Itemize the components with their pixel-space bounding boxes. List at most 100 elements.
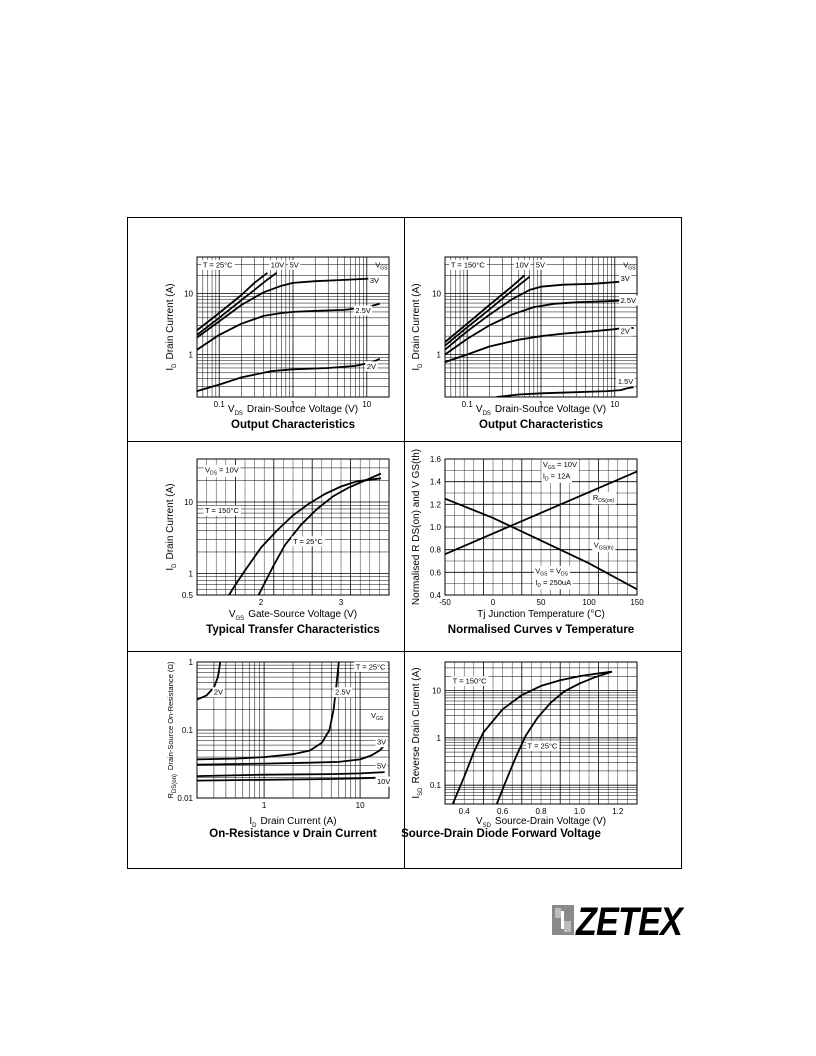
x-tick-label: 0.4 (459, 807, 471, 816)
annotation-label: 5V (377, 762, 386, 771)
x-tick-label: 10 (610, 400, 619, 409)
annotation-backdrop (288, 259, 301, 270)
annotation-backdrop (449, 259, 487, 270)
x-axis-label: VDS Drain-Source Voltage (V) (476, 404, 606, 417)
plot-grid (197, 459, 389, 595)
annotation-label: 2V (367, 362, 376, 371)
chart-title: Output Characteristics (231, 419, 355, 431)
annotation-backdrop (269, 259, 286, 270)
y-tick-label: 1 (189, 350, 194, 359)
series-line-5v (197, 771, 385, 777)
x-tick-label: 150 (630, 598, 644, 607)
zetex-logo-mark (552, 905, 574, 935)
annotation-backdrop (592, 539, 616, 552)
series-line-3v (197, 744, 386, 766)
annotation-label: VGS = 10V (543, 460, 577, 471)
annotation-label: 2V (621, 327, 630, 336)
annotation-label: ID = 12A (543, 471, 571, 482)
annotation-label: VGS (623, 260, 636, 271)
x-tick-label: 0.8 (535, 807, 547, 816)
annotation-backdrop (368, 275, 381, 286)
zetex-logo: ZETEX (552, 900, 684, 941)
annotation-backdrop (365, 361, 378, 372)
annotation-label: VGS (371, 711, 384, 722)
zetex-logo-wordmark: ZETEX (575, 900, 684, 941)
series-line-10v (445, 274, 526, 343)
series-line-t-25-c (495, 670, 613, 804)
annotation-label: 2.5V (621, 296, 636, 305)
annotation-label: T = 25°C (356, 662, 386, 671)
annotation-backdrop (533, 565, 571, 578)
annotation-backdrop (333, 687, 353, 698)
series-line-t-25-c (257, 472, 382, 595)
annotation-backdrop (513, 259, 531, 270)
annotation-label: T = 25°C (203, 260, 233, 269)
x-tick-label: 0.6 (497, 807, 509, 816)
chart-on-resistance-v-drain-current: 1 10 0.01 0.1 1 T = 25°C 2V 2.5V VGS 3V 5V 10V ID Dra… (166, 658, 392, 840)
annotation-label: 2.5V (355, 306, 370, 315)
annotation-label: 5V (536, 260, 545, 269)
annotation-backdrop (375, 737, 388, 748)
x-tick-label: 3 (339, 598, 344, 607)
y-tick-label: 1.0 (430, 523, 442, 532)
chart-title: Typical Transfer Characteristics (206, 624, 380, 636)
x-axis-label: VSD Source-Drain Voltage (V) (476, 816, 606, 829)
plot-frame (444, 256, 638, 398)
y-tick-label: 10 (432, 290, 441, 299)
x-tick-label: 1 (262, 801, 267, 810)
annotation-backdrop (354, 661, 388, 672)
y-tick-label: 10 (184, 498, 193, 507)
series-line-r-ds-on (445, 470, 637, 556)
x-tick-label: 0 (491, 598, 496, 607)
series-line-v-gs-th (445, 497, 637, 591)
y-axis-label: IDDrain Current (A) (165, 283, 178, 370)
annotation-backdrop (619, 326, 632, 337)
annotation-label: VDS = 10V (205, 465, 239, 476)
y-tick-label: 0.8 (430, 546, 442, 555)
annotation-label: VGS (375, 260, 388, 271)
sheet-divider-vertical (404, 217, 405, 869)
x-tick-label: 2 (259, 598, 264, 607)
annotation-backdrop (375, 776, 392, 787)
annotation-label: T = 25°C (528, 741, 558, 750)
y-tick-label: 0.1 (430, 781, 442, 790)
plot-frame (196, 256, 390, 398)
plot-frame (196, 661, 390, 799)
annotation-backdrop (619, 295, 638, 306)
chart-normalised-curves-v-temperature: -50 0 50 100 150 0.4 0.6 0.8 1.0 1.2 1.4 1.6 VGS = 10… (411, 449, 644, 636)
annotation-label: 3V (377, 738, 386, 747)
series-line-t-150-c (451, 670, 613, 804)
annotation-backdrop (591, 492, 616, 505)
x-tick-label: 1.0 (574, 807, 586, 816)
x-axis-label: ID Drain Current (A) (249, 816, 336, 829)
annotation-backdrop (533, 577, 573, 590)
annotation-backdrop (375, 761, 388, 772)
y-axis-label: RDS(on)Drain-Source On-Resistance (Ω) (166, 661, 178, 798)
y-tick-label: 10 (432, 686, 441, 695)
y-axis-label: IDDrain Current (A) (411, 283, 424, 370)
annotation-label: 3V (370, 276, 379, 285)
sheet-divider-horizontal-2 (127, 651, 682, 652)
x-tick-label: 0.1 (462, 400, 474, 409)
annotation-label: 2V (214, 688, 223, 697)
plot-grid (445, 662, 637, 804)
series-line-1-5v (496, 386, 634, 397)
annotation-label: T = 150°C (453, 677, 488, 686)
annotation-label: 3V (621, 274, 630, 283)
x-axis-label: VDS Drain-Source Voltage (V) (228, 404, 358, 417)
annotation-label: T = 150°C (205, 506, 240, 515)
annotation-backdrop (203, 464, 241, 477)
annotation-backdrop (201, 259, 235, 270)
annotation-backdrop (534, 259, 547, 270)
series-line-5v (197, 272, 278, 336)
plot-grid (197, 257, 389, 397)
series-line-10v (197, 776, 385, 782)
annotation-label: 10V (377, 777, 390, 786)
annotation-backdrop (212, 687, 225, 698)
annotation-label: VGS = VDS (535, 566, 568, 577)
x-tick-label: 10 (362, 400, 371, 409)
x-tick-label: -50 (439, 598, 451, 607)
y-tick-label: 0.6 (430, 568, 442, 577)
x-tick-label: 0.1 (214, 400, 226, 409)
x-tick-label: 10 (356, 801, 365, 810)
